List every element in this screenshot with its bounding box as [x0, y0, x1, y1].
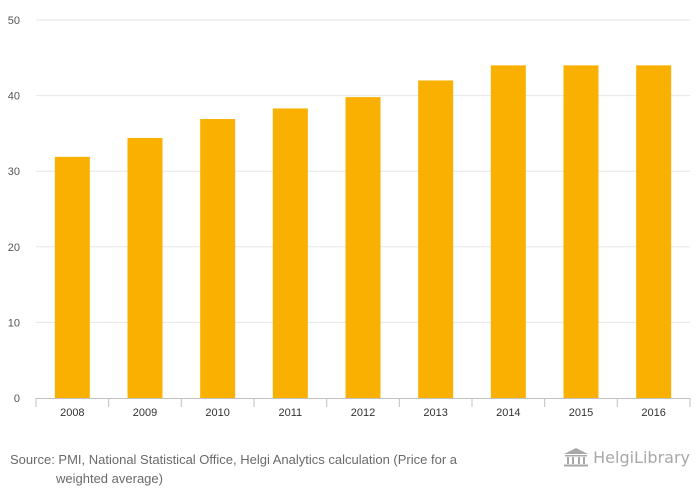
source-line-2: weighted average) [56, 471, 163, 486]
y-tick-label: 50 [8, 15, 20, 27]
bar-2008 [54, 156, 90, 398]
x-tick-label: 2016 [641, 407, 665, 419]
bar-chart: 0 10 20 30 40 50 2008 2009 2010 2011 2012 2013 2014 2… [8, 15, 691, 419]
brand-name: HelgiLibrary [593, 447, 690, 467]
x-tick-label: 2011 [279, 407, 303, 419]
brand-logo: HelgiLibrary [563, 447, 690, 467]
x-tick-label: 2013 [423, 407, 447, 419]
source-note: Source: PMI, National Statistical Office… [10, 450, 530, 488]
x-tick-label: 2012 [351, 407, 375, 419]
bar-2013 [418, 80, 454, 398]
library-building-icon [564, 448, 589, 467]
x-tick-label: 2009 [133, 407, 157, 419]
bar-2009 [127, 137, 163, 398]
y-tick-label: 0 [14, 393, 20, 405]
y-tick-label: 10 [8, 317, 20, 329]
bar-2010 [200, 119, 236, 398]
y-tick-label: 30 [8, 166, 20, 178]
x-tick-label: 2014 [496, 407, 520, 419]
bar-2011 [272, 108, 308, 398]
bar-2014 [490, 65, 526, 399]
bar-2015 [563, 65, 599, 399]
x-tick-label: 2010 [205, 407, 229, 419]
source-line-1: Source: PMI, National Statistical Office… [10, 452, 458, 467]
x-tick-label: 2015 [569, 407, 593, 419]
y-tick-label: 20 [8, 242, 20, 254]
y-tick-label: 40 [8, 91, 20, 103]
x-tick-label: 2008 [60, 407, 84, 419]
bar-2016 [636, 65, 672, 399]
bar-2012 [345, 97, 381, 399]
